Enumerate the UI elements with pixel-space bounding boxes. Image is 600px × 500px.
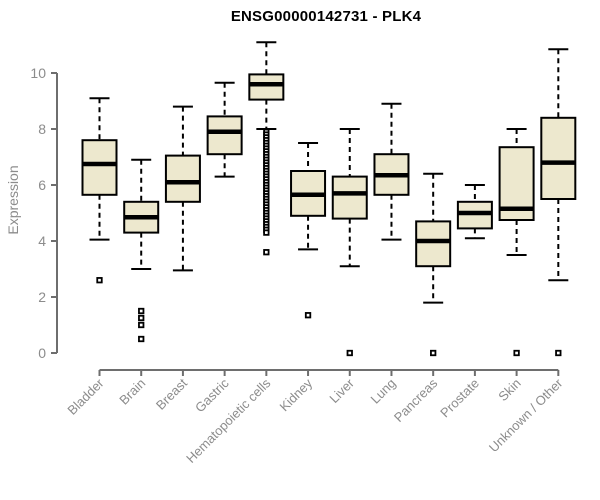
iqr-box: [248, 73, 285, 101]
outlier-point: [555, 349, 562, 357]
outlier-point: [138, 307, 145, 315]
y-tick-label: 6: [38, 177, 46, 193]
box-skin: [498, 128, 535, 357]
outlier-point: [513, 349, 520, 357]
outlier-point: [96, 277, 103, 284]
outlier-point: [263, 229, 270, 236]
outlier-point: [346, 349, 353, 357]
box-prostate: [456, 184, 493, 240]
box-liver: [331, 128, 368, 357]
x-tick-label-breast: Breast: [153, 375, 190, 412]
box-lung: [373, 102, 410, 241]
outlier-point: [430, 349, 437, 357]
iqr-box: [331, 175, 368, 220]
y-tick-label: 10: [30, 65, 46, 81]
box-unknown-other: [540, 48, 577, 357]
box-hematopoietic-cells: [248, 41, 285, 256]
iqr-box: [206, 115, 243, 156]
x-tick-label-bladder: Bladder: [64, 375, 107, 418]
outlier-point: [138, 335, 145, 343]
chart-title: ENSG00000142731 - PLK4: [230, 8, 422, 25]
iqr-box: [81, 139, 118, 196]
x-tick-label-prostate: Prostate: [437, 376, 482, 421]
outlier-point: [304, 312, 312, 319]
outlier-point: [263, 249, 270, 256]
outlier-point: [138, 321, 145, 329]
y-tick-label: 8: [38, 121, 46, 137]
y-axis: 0 2 4 6 8 10 Expression: [5, 65, 58, 361]
box-kidney: [290, 142, 327, 319]
x-tick-label-gastric: Gastric: [192, 375, 232, 415]
x-tick-label-kidney: Kidney: [276, 375, 315, 414]
box-bladder: [81, 97, 118, 284]
y-tick-label: 2: [38, 289, 46, 305]
y-axis-title: Expression: [5, 165, 21, 234]
x-tick-label-unknown-other: Unknown / Other: [486, 375, 566, 455]
iqr-box: [540, 116, 577, 200]
box-breast: [164, 105, 201, 272]
box-gastric: [206, 81, 243, 178]
x-tick-label-lung: Lung: [368, 376, 399, 407]
iqr-box: [164, 154, 201, 203]
x-tick-label-pancreas: Pancreas: [391, 375, 441, 425]
iqr-box: [415, 220, 452, 268]
y-tick-label: 4: [38, 233, 46, 249]
x-tick-label-skin: Skin: [495, 376, 523, 404]
x-tick-label-liver: Liver: [326, 375, 357, 406]
box-pancreas: [415, 172, 452, 357]
box-brain: [123, 158, 160, 343]
x-tick-label-brain: Brain: [116, 376, 148, 408]
y-tick-label: 0: [38, 345, 46, 361]
outlier-point: [138, 314, 145, 322]
